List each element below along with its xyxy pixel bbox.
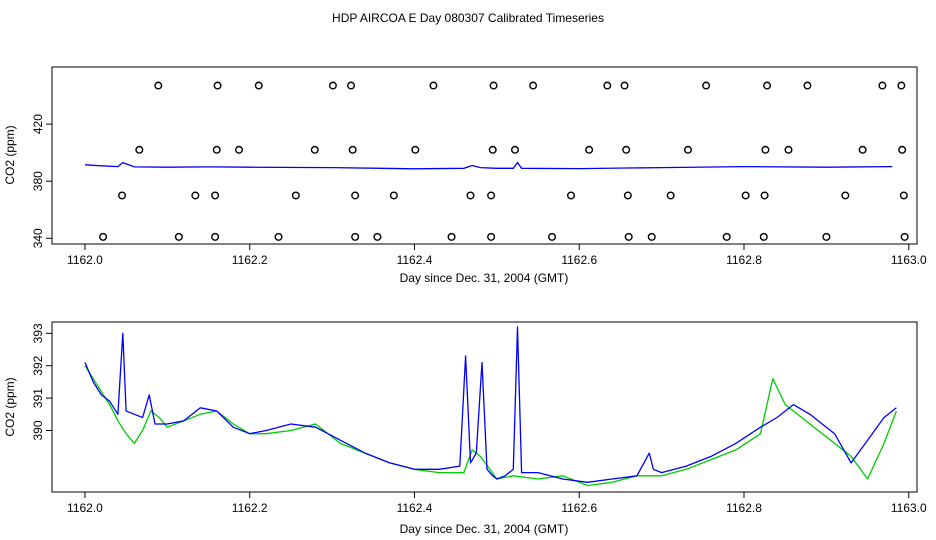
top-plot-frame <box>51 66 918 245</box>
y-tick-label: 393 <box>31 323 45 343</box>
data-point <box>878 81 887 90</box>
data-point <box>328 81 337 90</box>
data-point <box>489 81 498 90</box>
data-point <box>822 232 831 241</box>
data-point <box>154 81 163 90</box>
top-x-axis: 1162.0 1162.2 1162.4 1162.6 1162.8 1163.0 <box>67 243 927 267</box>
data-point <box>351 191 360 200</box>
x-tick-label: 1162.6 <box>561 501 597 515</box>
data-point <box>529 81 538 90</box>
data-point <box>620 81 629 90</box>
data-point <box>647 232 656 241</box>
bottom-y-axis: 390 391 392 393 <box>31 323 53 440</box>
data-point <box>763 81 772 90</box>
data-point <box>411 145 420 154</box>
data-point <box>447 232 456 241</box>
data-point <box>898 145 907 154</box>
data-point <box>761 145 770 154</box>
series-line <box>84 326 897 483</box>
data-point <box>759 232 768 241</box>
data-point <box>118 191 127 200</box>
data-point <box>624 232 633 241</box>
data-point <box>897 81 906 90</box>
top-x-axis-label: Day since Dec. 31, 2004 (GMT) <box>400 271 569 285</box>
data-point <box>235 145 244 154</box>
data-point <box>702 81 711 90</box>
x-tick-label: 1162.2 <box>232 253 268 267</box>
data-point <box>174 232 183 241</box>
data-point <box>254 81 263 90</box>
data-point <box>760 191 769 200</box>
data-point <box>274 232 283 241</box>
data-point <box>900 232 909 241</box>
data-point <box>487 232 496 241</box>
top-data-marks <box>84 81 909 241</box>
data-point <box>347 81 356 90</box>
data-point <box>603 81 612 90</box>
data-point <box>841 191 850 200</box>
data-point <box>211 232 220 241</box>
y-tick-label: 420 <box>31 114 45 134</box>
data-point <box>466 191 475 200</box>
y-tick-label: 380 <box>31 171 45 191</box>
bottom-y-axis-label: CO2 (ppm) <box>3 377 17 436</box>
x-tick-label: 1162.0 <box>67 501 103 515</box>
x-tick-label: 1163.0 <box>891 501 927 515</box>
data-point <box>213 81 222 90</box>
data-point <box>623 191 632 200</box>
y-tick-label: 340 <box>31 228 45 248</box>
data-point <box>429 81 438 90</box>
data-point <box>803 81 812 90</box>
x-tick-label: 1162.8 <box>726 501 762 515</box>
data-point <box>212 145 221 154</box>
data-point <box>548 232 557 241</box>
data-point <box>99 232 108 241</box>
data-point <box>585 145 594 154</box>
data-point <box>348 145 357 154</box>
data-point <box>351 232 360 241</box>
x-tick-label: 1162.0 <box>67 253 103 267</box>
data-point <box>487 191 496 200</box>
data-point <box>310 145 319 154</box>
y-tick-label: 392 <box>31 355 45 375</box>
data-point <box>488 145 497 154</box>
bottom-x-axis-label: Day since Dec. 31, 2004 (GMT) <box>400 522 569 536</box>
data-point <box>666 191 675 200</box>
top-y-axis-label: CO2 (ppm) <box>3 125 17 184</box>
data-point <box>567 191 576 200</box>
x-tick-label: 1162.8 <box>726 253 762 267</box>
series-line <box>84 161 893 170</box>
x-tick-label: 1163.0 <box>891 253 927 267</box>
data-point <box>135 145 144 154</box>
data-point <box>899 191 908 200</box>
bottom-data-marks <box>84 326 898 487</box>
figure-title: HDP AIRCOA E Day 080307 Calibrated Times… <box>332 11 604 25</box>
data-point <box>389 191 398 200</box>
data-point <box>291 191 300 200</box>
x-tick-label: 1162.4 <box>397 501 433 515</box>
bottom-panel: 1162.0 1162.2 1162.4 1162.6 1162.8 1163.0 390… <box>3 321 927 536</box>
x-tick-label: 1162.4 <box>397 253 433 267</box>
data-point <box>741 191 750 200</box>
data-point <box>373 232 382 241</box>
y-tick-label: 390 <box>31 420 45 440</box>
y-tick-label: 391 <box>31 388 45 408</box>
x-tick-label: 1162.6 <box>561 253 597 267</box>
data-point <box>784 145 793 154</box>
data-point <box>722 232 731 241</box>
x-tick-label: 1162.2 <box>232 501 268 515</box>
data-point <box>683 145 692 154</box>
data-point <box>211 191 220 200</box>
data-point <box>510 145 519 154</box>
top-y-axis: 340 380 420 <box>31 114 53 248</box>
series-line <box>84 365 898 487</box>
top-panel: 1162.0 1162.2 1162.4 1162.6 1162.8 1163.0 340… <box>3 66 927 285</box>
data-point <box>191 191 200 200</box>
data-point <box>858 145 867 154</box>
bottom-x-axis: 1162.0 1162.2 1162.4 1162.6 1162.8 1163.0 <box>67 491 927 515</box>
data-point <box>622 145 631 154</box>
